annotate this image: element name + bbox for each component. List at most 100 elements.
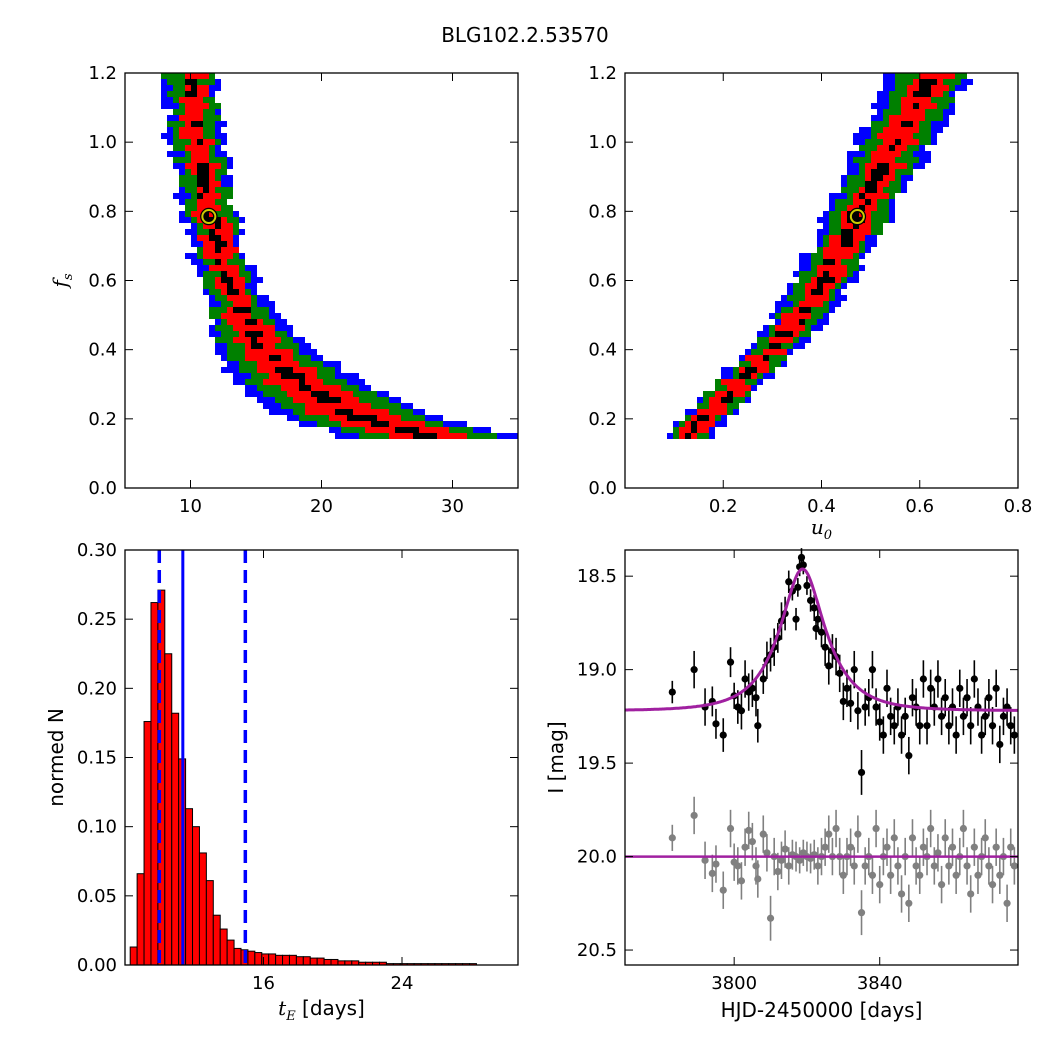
y-axis-label: I [mag] <box>544 721 568 793</box>
histogram-bar <box>185 808 194 966</box>
heatmap-cell-core <box>227 289 239 295</box>
residual-point <box>970 843 978 851</box>
residual-point <box>726 824 735 833</box>
heatmap-cell-1-sigma <box>799 301 823 307</box>
data-point <box>843 684 851 692</box>
heatmap-cell-core <box>895 139 901 145</box>
heatmap-cell-1-sigma <box>727 385 751 391</box>
data-point <box>719 731 727 739</box>
heatmap-cell-1-sigma <box>853 193 889 199</box>
y-tick-label: 0.6 <box>88 271 117 292</box>
heatmap-cell-core <box>221 271 227 277</box>
heatmap-cell-1-sigma <box>257 361 299 367</box>
data-point <box>970 675 978 683</box>
heatmap-cell-core <box>691 421 697 427</box>
heatmap-cell-core <box>799 319 805 325</box>
data-point <box>879 731 887 739</box>
y-tick-label: 20.5 <box>577 940 617 961</box>
heatmap-cell-core <box>913 91 931 97</box>
data-point <box>905 752 913 760</box>
residual-point <box>1007 843 1015 851</box>
residual-point <box>912 862 920 870</box>
y-tick-label: 0.0 <box>88 478 117 499</box>
data-point <box>963 694 971 702</box>
residual-point <box>839 871 847 879</box>
x-tick-label: 20 <box>310 496 333 517</box>
residual-point <box>1003 899 1011 907</box>
figure-title: BLG102.2.53570 <box>441 23 609 47</box>
histogram-bar <box>309 957 318 966</box>
x-axis-label: u0 <box>811 515 832 543</box>
y-tick-label: 0.4 <box>88 340 117 361</box>
histogram-bar <box>198 852 207 966</box>
residual-point <box>967 890 975 898</box>
data-point <box>814 615 822 623</box>
heatmap-cell-1-sigma <box>901 109 925 115</box>
heatmap-cell-1-sigma <box>817 265 847 271</box>
residual-point <box>894 862 902 870</box>
data-point <box>901 712 909 720</box>
heatmap-cell-core <box>811 289 823 295</box>
y-tick-label: 0.00 <box>77 955 117 976</box>
y-tick-label: 0.4 <box>588 340 617 361</box>
heatmap-cell-core <box>191 85 197 91</box>
y-tick-label: 19.5 <box>577 753 617 774</box>
histogram-bar <box>275 954 284 966</box>
data-point <box>668 688 676 696</box>
heatmap-cell-core <box>853 223 859 229</box>
y-tick-label: 1.2 <box>88 63 117 84</box>
data-point <box>919 675 927 683</box>
residual-point <box>825 830 833 838</box>
data-point <box>836 669 844 677</box>
data-point <box>883 684 891 692</box>
y-tick-label: 0.8 <box>588 201 617 222</box>
data-point <box>996 740 1004 749</box>
heatmap-cell-core <box>203 211 209 217</box>
data-point <box>941 694 949 702</box>
heatmap-cell-core <box>281 373 305 379</box>
y-tick-label: 0.8 <box>88 201 117 222</box>
y-tick-label: 20.0 <box>577 847 617 868</box>
heatmap-cell-core <box>299 379 305 385</box>
heatmap-cell-core <box>335 409 353 415</box>
y-tick-label: 0.6 <box>588 271 617 292</box>
data-point <box>959 712 968 720</box>
x-tick-label: 0.4 <box>807 496 836 517</box>
heatmap-cell-1-sigma <box>775 325 805 331</box>
heatmap-cell-core <box>823 259 835 265</box>
data-point <box>916 722 924 730</box>
data-point <box>988 722 997 730</box>
heatmap-cell-1-sigma <box>179 97 203 103</box>
heatmap-cell-core <box>865 181 877 187</box>
heatmap-cell-core <box>913 103 919 109</box>
heatmap-cell-core <box>251 337 257 343</box>
heatmap-cell-1-sigma <box>745 355 769 361</box>
data-point <box>934 675 942 683</box>
histogram-bar <box>136 873 145 966</box>
data-point <box>854 707 862 715</box>
heatmap-cell-core <box>311 391 329 397</box>
heatmap-cell-core <box>727 391 733 397</box>
heatmap-cell-1-sigma <box>823 247 859 253</box>
heatmap-cell-core <box>871 175 883 181</box>
histogram-bar <box>295 956 304 966</box>
data-point <box>981 712 989 720</box>
data-point <box>868 666 877 674</box>
heatmap-cell-1-sigma <box>185 73 209 79</box>
data-point <box>821 643 829 651</box>
residual-point <box>741 843 749 851</box>
heatmap-cell-1-sigma <box>179 127 203 133</box>
residual-point <box>930 862 938 870</box>
heatmap-cell-core <box>275 367 293 373</box>
heatmap-cell-core <box>395 427 419 433</box>
histogram-bar <box>330 958 339 966</box>
x-tick-label: 10 <box>179 496 202 517</box>
residual-point <box>796 856 804 864</box>
histogram-bar <box>171 712 180 966</box>
axes-frame <box>124 72 519 489</box>
data-point <box>712 720 720 728</box>
heatmap-cell-core <box>269 355 281 361</box>
heatmap-cell-core <box>197 169 209 175</box>
heatmap-cell-1-sigma <box>191 157 209 163</box>
